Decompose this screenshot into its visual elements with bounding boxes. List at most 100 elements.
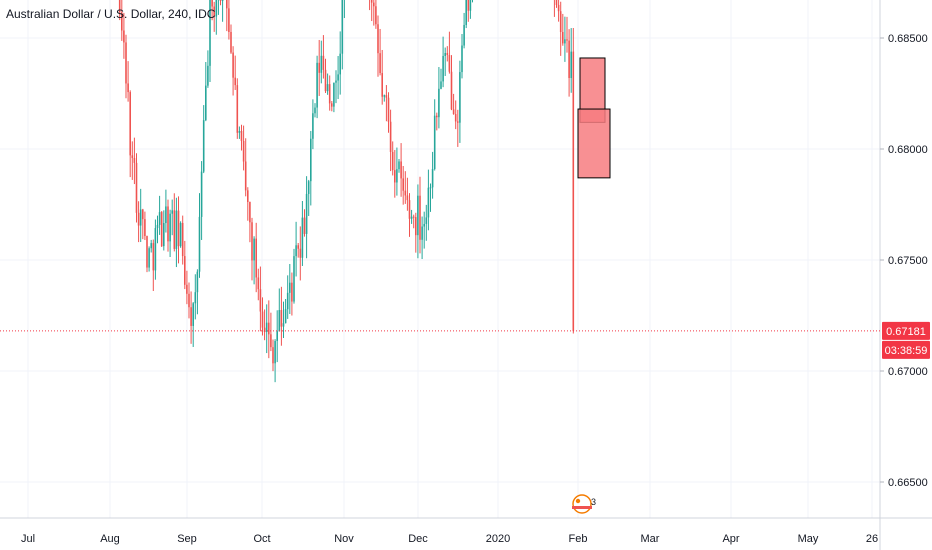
candle-body xyxy=(152,243,155,271)
candle-body xyxy=(142,209,144,220)
candle-body xyxy=(198,216,201,272)
candle-body xyxy=(570,51,572,79)
candle-body xyxy=(156,224,159,229)
candle-body xyxy=(240,130,243,141)
candle-body xyxy=(433,115,436,169)
candle-body xyxy=(557,4,560,12)
time-tick-label: Jul xyxy=(21,533,35,545)
events-count: 3 xyxy=(591,497,596,507)
candle-body xyxy=(194,292,197,304)
candle-body xyxy=(385,95,388,98)
candle-body xyxy=(291,282,293,302)
price-tick-label: 0.66500 xyxy=(888,477,928,489)
candle-body xyxy=(230,31,232,53)
candle-body xyxy=(425,217,428,224)
countdown-badge xyxy=(882,340,930,359)
candle-body xyxy=(232,52,234,78)
candle-body xyxy=(461,45,463,73)
candle-body xyxy=(154,228,157,271)
candle-body xyxy=(249,201,251,223)
candle-body xyxy=(404,190,407,196)
candle-body xyxy=(436,115,438,118)
candle-body xyxy=(215,0,218,17)
candle-body xyxy=(440,81,442,89)
candle-body xyxy=(276,331,278,342)
candle-body xyxy=(467,0,470,11)
candle-body xyxy=(131,155,134,159)
candle-body xyxy=(133,158,136,163)
candle-body xyxy=(391,151,394,171)
candle-body xyxy=(322,55,325,70)
candle-body xyxy=(373,2,375,7)
time-tick-label: May xyxy=(798,533,819,545)
candle-body xyxy=(383,95,386,97)
candle-body xyxy=(375,6,377,25)
candle-body xyxy=(379,53,381,74)
candle-body xyxy=(454,114,457,122)
candle-body xyxy=(312,113,314,139)
candle-body xyxy=(253,238,255,261)
candle-body xyxy=(469,0,472,11)
candle-body xyxy=(173,210,176,249)
candle-body xyxy=(125,42,127,84)
candle-body xyxy=(564,39,566,44)
candle-body xyxy=(465,0,467,25)
candle-body xyxy=(328,84,331,104)
candle-body xyxy=(389,121,392,152)
candle-body xyxy=(421,226,423,240)
time-tick-label: Aug xyxy=(100,533,120,545)
candle-body xyxy=(127,83,129,93)
candle-body xyxy=(412,216,415,218)
last-price-label: 0.67181 xyxy=(886,326,926,338)
chart-title: Australian Dollar / U.S. Dollar, 240, ID… xyxy=(6,7,216,21)
candle-body xyxy=(202,120,205,172)
candle-body xyxy=(171,210,173,214)
candle-body xyxy=(314,107,316,114)
candle-body xyxy=(293,256,295,302)
candle-body xyxy=(303,217,306,234)
candle-body xyxy=(301,217,304,258)
price-tick-label: 0.67500 xyxy=(888,255,928,267)
candle-body xyxy=(192,303,194,326)
candle-body xyxy=(144,219,146,237)
candle-body xyxy=(307,181,310,194)
candle-body xyxy=(427,187,430,218)
candle-body xyxy=(320,55,323,73)
candle-body xyxy=(423,223,425,227)
candle-body xyxy=(335,80,337,83)
candle-body xyxy=(318,62,320,73)
candle-body xyxy=(251,222,253,261)
candle-body xyxy=(139,209,142,226)
candle-body xyxy=(559,11,562,33)
candle-body xyxy=(442,55,444,82)
candle-body xyxy=(270,334,272,348)
candle-body xyxy=(135,162,138,213)
candle-body xyxy=(150,243,152,249)
candle-body xyxy=(282,323,285,327)
time-tick-label: 26 xyxy=(866,533,878,545)
candle-body xyxy=(396,169,398,183)
candle-body xyxy=(333,82,335,107)
zone-rect[interactable] xyxy=(577,108,611,179)
candle-body xyxy=(310,138,312,182)
candle-body xyxy=(167,206,169,242)
candle-body xyxy=(370,0,373,3)
candle-body xyxy=(316,62,318,108)
candle-body xyxy=(177,210,180,247)
candle-body xyxy=(278,310,281,332)
candle-body xyxy=(236,85,239,133)
events-icon-dot xyxy=(575,498,581,504)
candle-body xyxy=(209,0,211,66)
candle-body xyxy=(459,72,461,123)
candle-body xyxy=(299,248,302,258)
candle-body xyxy=(406,195,409,201)
candle-body xyxy=(326,84,329,92)
time-tick-label: Sep xyxy=(177,533,197,545)
candle-body xyxy=(238,130,241,133)
candle-body xyxy=(169,213,171,242)
candle-body xyxy=(118,0,121,13)
events-icon[interactable] xyxy=(572,494,592,514)
candle-body xyxy=(339,53,341,75)
